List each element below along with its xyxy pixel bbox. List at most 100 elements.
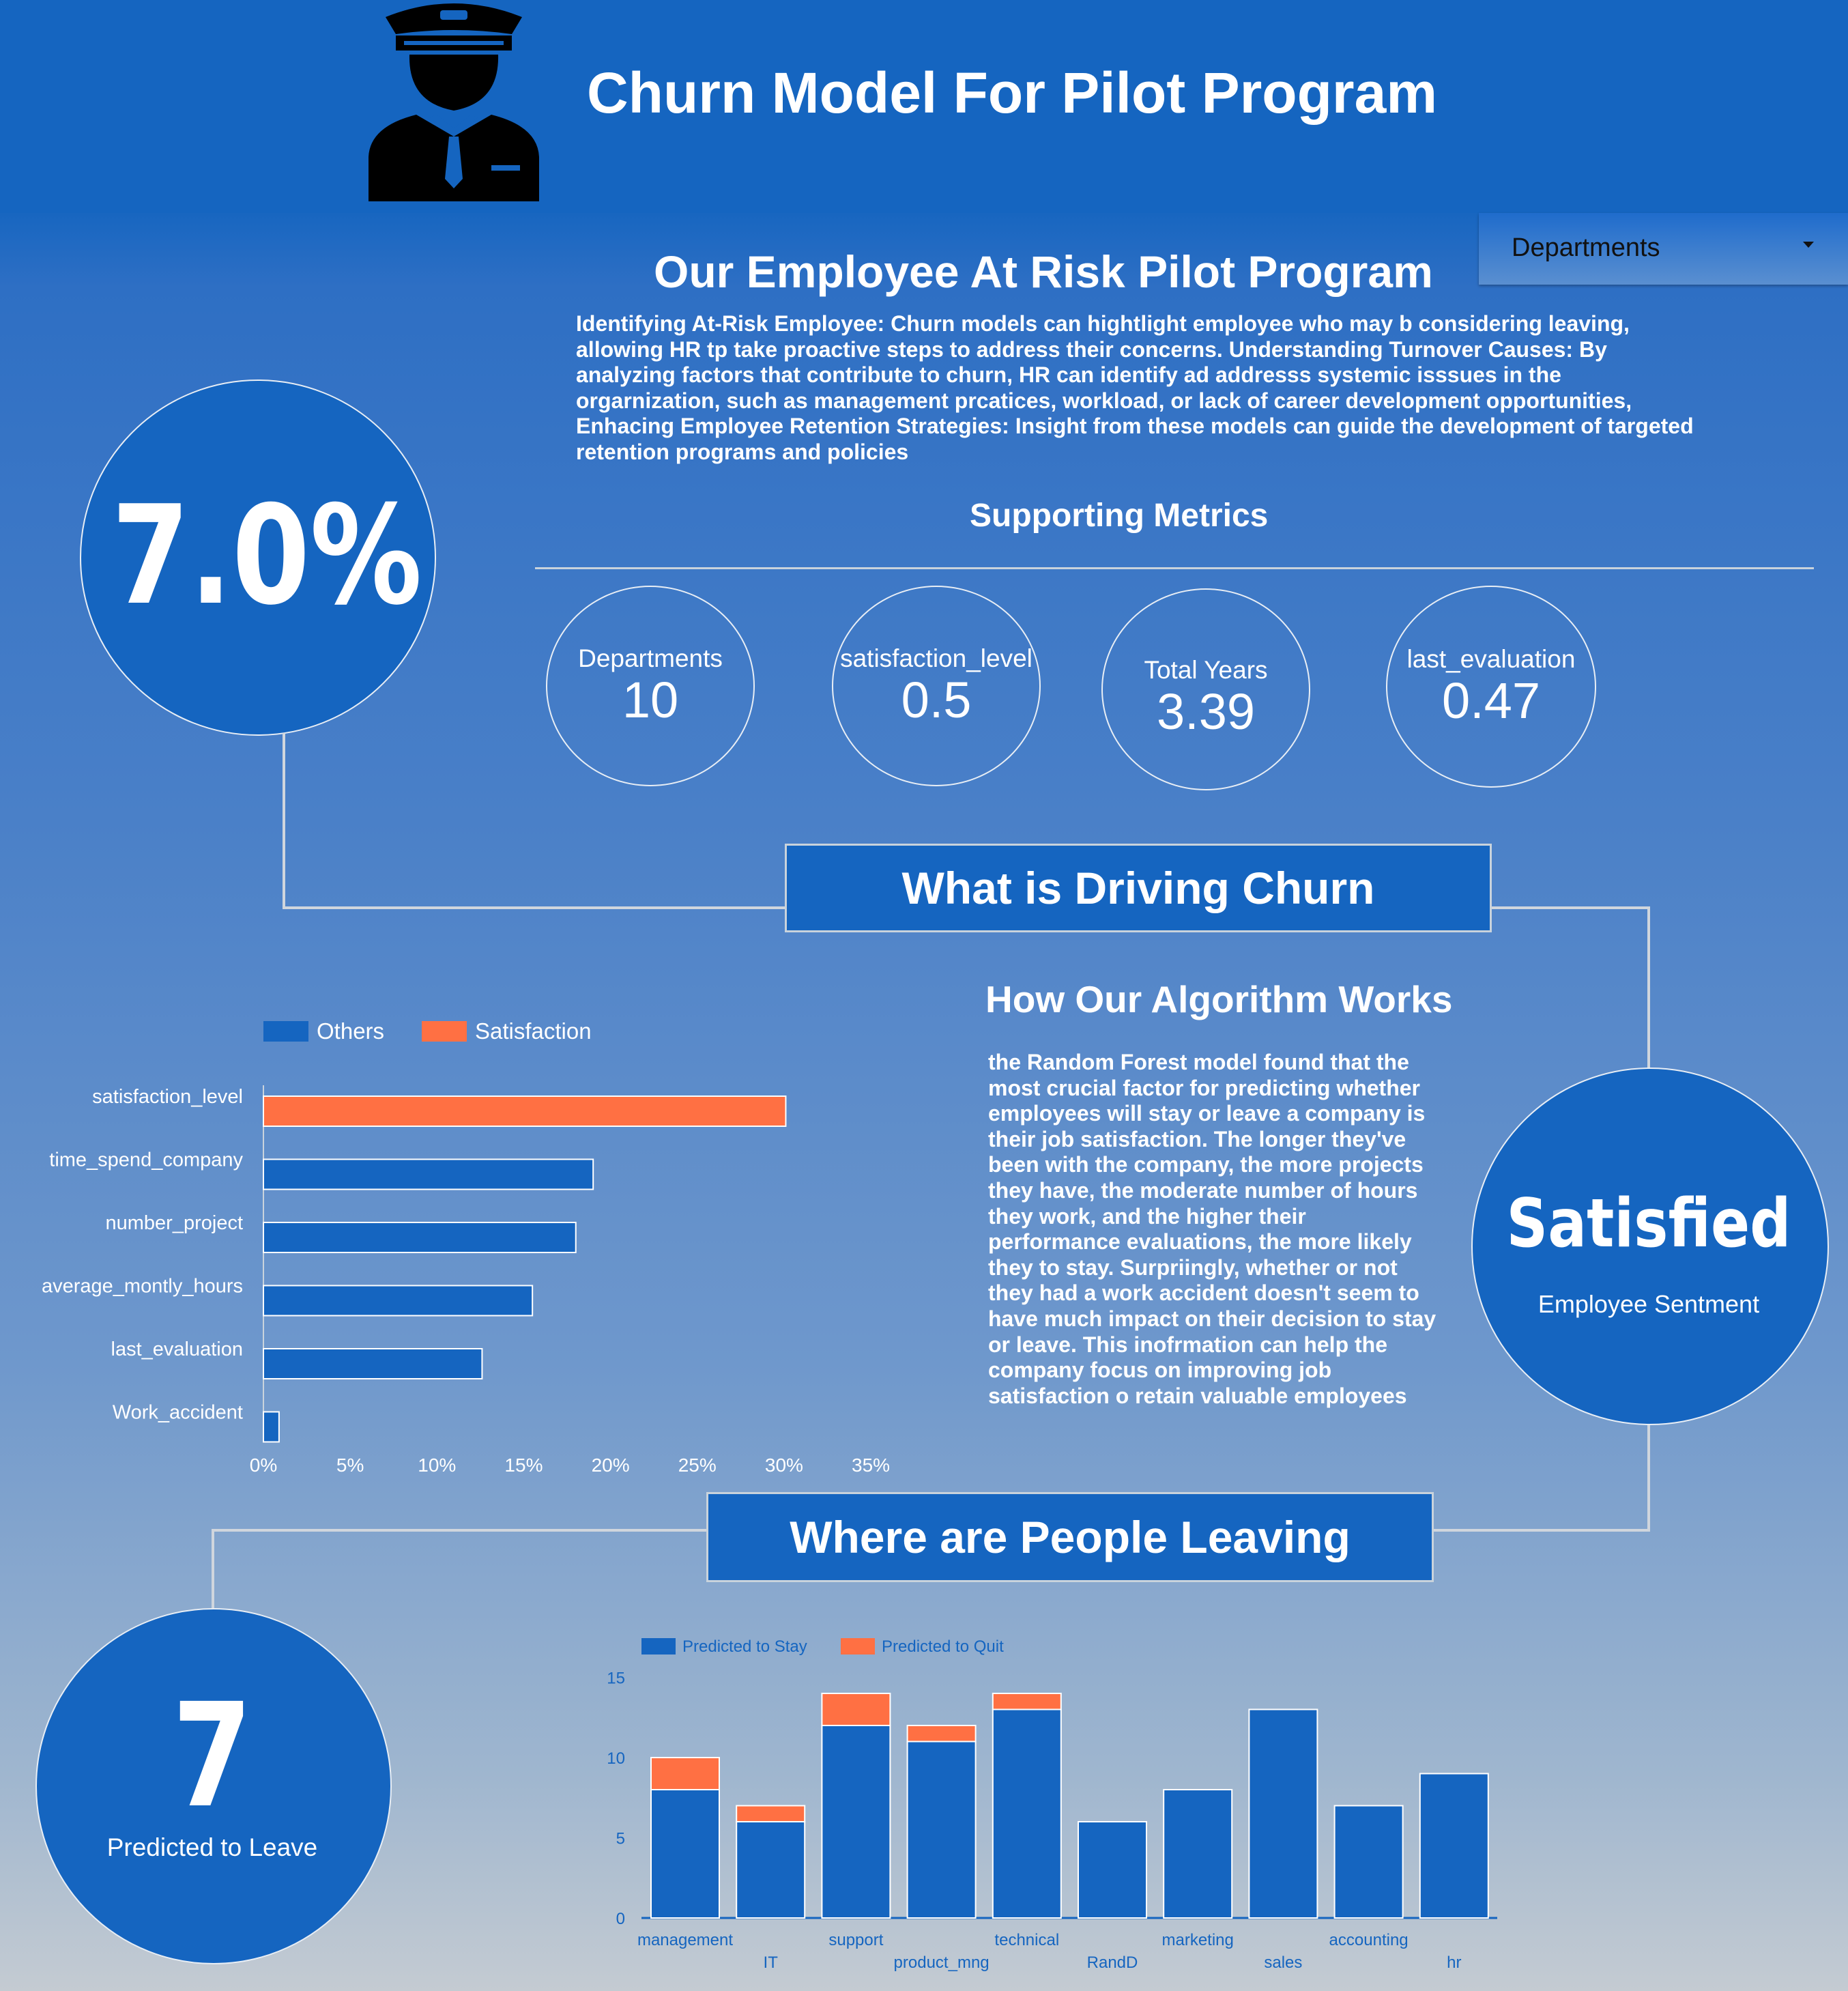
sentiment-circle bbox=[1471, 1068, 1829, 1425]
x-tick-label: 35% bbox=[852, 1455, 890, 1476]
metric-value: 3.39 bbox=[1156, 683, 1256, 740]
legend-label: Predicted to Stay bbox=[682, 1637, 807, 1656]
bar bbox=[263, 1285, 534, 1317]
metrics-divider bbox=[535, 567, 1814, 569]
driving-churn-title: What is Driving Churn bbox=[901, 863, 1375, 913]
page-title: Churn Model For Pilot Program bbox=[587, 61, 1438, 125]
category-label: product_mng bbox=[894, 1953, 990, 1972]
bar bbox=[992, 1693, 1062, 1710]
bar bbox=[1419, 1773, 1489, 1919]
bar bbox=[263, 1348, 483, 1379]
bar bbox=[906, 1741, 977, 1919]
category-label: technical bbox=[994, 1931, 1059, 1949]
legend-swatch bbox=[263, 1021, 308, 1042]
connector-line bbox=[1490, 906, 1650, 909]
bar bbox=[263, 1158, 594, 1190]
bar bbox=[736, 1821, 806, 1919]
bar bbox=[1248, 1708, 1318, 1919]
category-label: average_montly_hours bbox=[42, 1276, 243, 1298]
category-label: accounting bbox=[1329, 1931, 1409, 1949]
bar bbox=[992, 1708, 1062, 1919]
bar bbox=[263, 1222, 577, 1253]
chevron-down-icon[interactable] bbox=[1803, 242, 1814, 248]
pilot-icon bbox=[369, 3, 539, 201]
algorithm-description: the Random Forest model found that the m… bbox=[988, 1050, 1436, 1408]
metric-label: last_evaluation bbox=[1406, 645, 1576, 673]
connector-line bbox=[1432, 1529, 1650, 1532]
predicted-leave-value: 7 bbox=[172, 1672, 252, 1839]
y-tick-label: 15 bbox=[607, 1670, 625, 1688]
category-label: sales bbox=[1264, 1953, 1302, 1972]
connector-line bbox=[212, 1529, 214, 1608]
bar bbox=[650, 1757, 720, 1790]
people-leaving-box: Where are People Leaving bbox=[706, 1492, 1434, 1582]
connector-line bbox=[283, 906, 786, 909]
metric-departments: Departments 10 bbox=[546, 586, 755, 786]
header-bar bbox=[0, 0, 1848, 213]
churn-rate-circle bbox=[80, 379, 436, 736]
metric-value: 0.5 bbox=[901, 672, 972, 728]
category-label: RandD bbox=[1087, 1953, 1138, 1972]
y-tick-label: 10 bbox=[607, 1749, 625, 1768]
department-churn-chart: Predicted to Stay Predicted to Quit 0 5 10 15… bbox=[607, 1637, 1497, 1972]
x-tick-label: 30% bbox=[765, 1455, 803, 1476]
connector-line bbox=[212, 1529, 708, 1532]
bar bbox=[263, 1095, 787, 1127]
category-label: Work_accident bbox=[113, 1402, 243, 1424]
x-tick-label: 20% bbox=[592, 1455, 630, 1476]
x-tick-label: 10% bbox=[418, 1455, 456, 1476]
bar bbox=[736, 1805, 806, 1822]
bar bbox=[821, 1693, 891, 1726]
legend-swatch bbox=[641, 1638, 676, 1655]
legend-label: Predicted to Quit bbox=[882, 1637, 1004, 1656]
y-tick-label: 0 bbox=[616, 1910, 625, 1928]
category-label: number_project bbox=[106, 1212, 244, 1234]
connector-line bbox=[1647, 906, 1650, 1068]
metrics-title: Supporting Metrics bbox=[970, 498, 1269, 534]
algorithm-title: How Our Algorithm Works bbox=[985, 978, 1453, 1020]
driving-churn-box: What is Driving Churn bbox=[785, 844, 1492, 932]
category-label: time_spend_company bbox=[49, 1149, 243, 1171]
bar bbox=[1333, 1805, 1404, 1919]
predicted-leave-label: Predicted to Leave bbox=[106, 1833, 318, 1861]
metric-value: 0.47 bbox=[1441, 672, 1541, 729]
metric-last-evaluation: last_evaluation 0.47 bbox=[1386, 586, 1596, 788]
bar bbox=[263, 1411, 280, 1443]
x-tick-label: 0% bbox=[250, 1455, 277, 1476]
legend-swatch bbox=[841, 1638, 875, 1655]
program-title: Our Employee At Risk Pilot Program bbox=[654, 246, 1433, 297]
bar bbox=[1078, 1821, 1147, 1919]
metric-label: Total Years bbox=[1144, 656, 1268, 684]
category-label: support bbox=[828, 1931, 883, 1949]
x-tick-label: 25% bbox=[678, 1455, 717, 1476]
dropdown-label: Departments bbox=[1512, 233, 1660, 262]
category-label: management bbox=[637, 1931, 733, 1949]
predicted-leave-circle bbox=[35, 1608, 392, 1964]
bar bbox=[821, 1725, 891, 1919]
y-tick-label: 5 bbox=[616, 1830, 625, 1848]
bar bbox=[650, 1789, 720, 1919]
people-leaving-title: Where are People Leaving bbox=[790, 1512, 1351, 1562]
driver-importance-chart: Others Satisfaction satisfaction_leveltime… bbox=[42, 1018, 890, 1476]
metric-label: Departments bbox=[578, 644, 723, 672]
sentiment-value: Satisfied bbox=[1506, 1185, 1791, 1263]
sentiment-label: Employee Sentment bbox=[1537, 1290, 1760, 1318]
metric-satisfaction-level: satisfaction_level 0.5 bbox=[832, 586, 1041, 786]
legend-label: Others bbox=[317, 1018, 384, 1044]
metric-total-years: Total Years 3.39 bbox=[1101, 588, 1310, 790]
x-tick-label: 5% bbox=[336, 1455, 364, 1476]
category-label: hr bbox=[1447, 1953, 1461, 1972]
metric-value: 10 bbox=[622, 672, 679, 728]
legend-label: Satisfaction bbox=[475, 1018, 592, 1044]
category-label: marketing bbox=[1162, 1931, 1234, 1949]
metric-label: satisfaction_level bbox=[840, 644, 1033, 672]
program-description: Identifying At-Risk Employee: Churn mode… bbox=[576, 311, 1694, 464]
category-label: last_evaluation bbox=[111, 1338, 243, 1360]
bar bbox=[906, 1725, 977, 1743]
category-label: IT bbox=[764, 1953, 779, 1972]
x-tick-label: 15% bbox=[504, 1455, 543, 1476]
departments-dropdown[interactable]: Departments bbox=[1479, 213, 1848, 285]
connector-line bbox=[283, 733, 285, 909]
bar bbox=[1163, 1789, 1233, 1919]
churn-rate-value: 7.0% bbox=[111, 476, 422, 635]
